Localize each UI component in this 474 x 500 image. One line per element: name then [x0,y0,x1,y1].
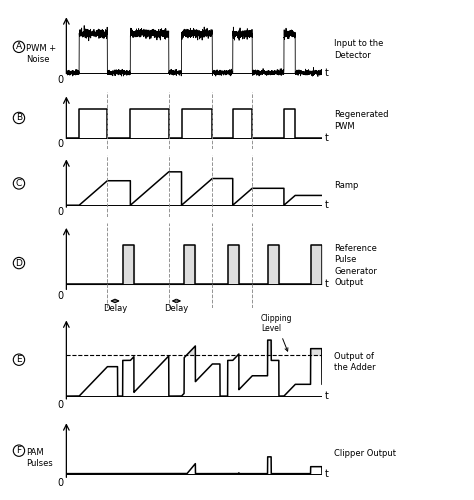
Text: B: B [16,114,22,122]
Text: t: t [325,468,329,478]
Text: t: t [325,134,329,143]
Text: t: t [325,200,329,210]
Text: t: t [325,391,329,401]
Text: Delay: Delay [164,304,189,313]
Text: t: t [325,280,329,289]
Text: 0: 0 [57,291,64,301]
Text: Input to the
Detector: Input to the Detector [334,39,383,60]
Text: Clipper Output: Clipper Output [334,448,396,458]
Text: 0: 0 [57,400,64,409]
Text: 0: 0 [57,478,64,488]
Text: A: A [16,42,22,51]
Text: t: t [325,68,329,78]
Text: E: E [16,355,22,364]
Text: C: C [16,179,22,188]
Text: PAM
Pulses: PAM Pulses [26,448,53,468]
Text: F: F [17,446,21,455]
Text: Delay: Delay [103,304,127,313]
Text: Ramp: Ramp [334,182,358,190]
Text: Regenerated
PWM: Regenerated PWM [334,110,389,130]
Text: Output of
the Adder: Output of the Adder [334,352,376,372]
Text: Reference
Pulse
Generator
Output: Reference Pulse Generator Output [334,244,377,287]
Text: Clipping
Level: Clipping Level [261,314,292,351]
Text: 0: 0 [57,208,64,218]
Text: 0: 0 [57,140,64,149]
Text: PWM +
Noise: PWM + Noise [26,44,56,64]
Text: 0: 0 [57,76,64,86]
Text: D: D [16,258,22,268]
